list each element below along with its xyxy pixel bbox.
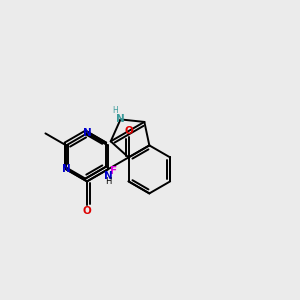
Text: O: O: [124, 125, 133, 136]
Text: N: N: [104, 171, 113, 181]
Text: H: H: [106, 177, 112, 186]
Text: N: N: [116, 114, 125, 124]
Text: H: H: [112, 106, 118, 115]
Text: F: F: [110, 166, 117, 176]
Text: N: N: [82, 128, 91, 138]
Text: O: O: [82, 206, 91, 216]
Text: N: N: [62, 164, 70, 174]
